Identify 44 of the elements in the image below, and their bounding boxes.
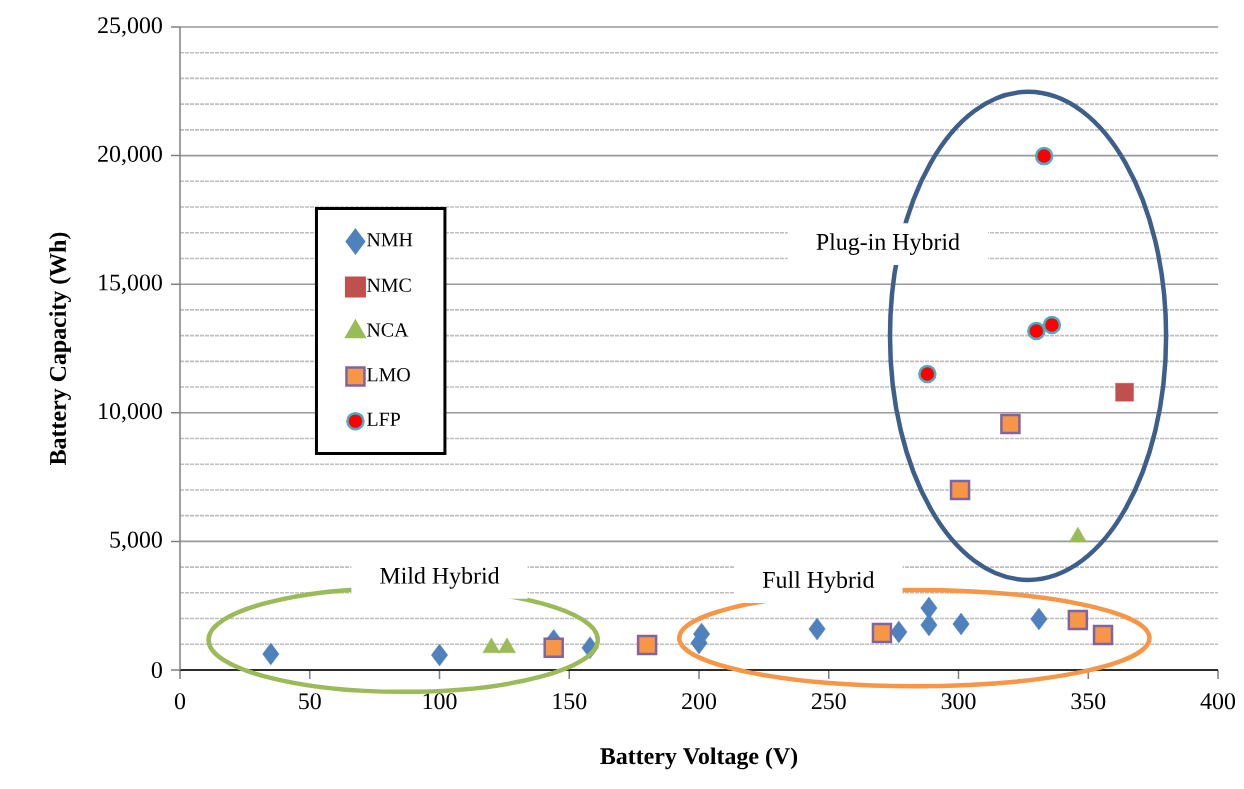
point — [431, 643, 448, 667]
point — [920, 613, 938, 637]
point — [543, 637, 564, 659]
x-tick-label: 250 — [811, 693, 846, 710]
point — [1067, 609, 1089, 631]
y-tick-label: 20,000 — [98, 145, 162, 166]
x-axis-title: Battery Voltage (V) — [600, 747, 798, 770]
point — [1034, 146, 1054, 166]
x-tick-label: 300 — [941, 693, 976, 710]
x-tick-label: 0 — [174, 693, 186, 710]
legend-label: NCA — [367, 323, 409, 337]
x-tick-label: 150 — [553, 693, 587, 710]
legend-label: LFP — [367, 412, 400, 426]
legend-label: LMO — [367, 368, 410, 382]
point — [918, 364, 937, 384]
legend-label: NMH — [367, 233, 413, 247]
point — [1115, 383, 1134, 402]
y-tick-label: 15,000 — [99, 274, 162, 294]
point — [890, 620, 908, 644]
point — [1092, 624, 1114, 646]
x-tick-label: 100 — [423, 693, 457, 710]
point — [808, 617, 826, 641]
y-tick-label: 25,000 — [98, 17, 162, 37]
y-tick-label: 0 — [151, 661, 162, 679]
point — [949, 479, 971, 501]
point — [1030, 607, 1048, 631]
annotation: Mild Hybrid — [380, 567, 500, 589]
point — [952, 612, 970, 636]
y-axis-title: Battery Capacity (Wh) — [49, 232, 71, 465]
point — [871, 622, 893, 644]
point — [262, 642, 280, 666]
point — [1042, 315, 1062, 335]
point — [1000, 413, 1021, 435]
x-tick-label: 200 — [682, 693, 717, 710]
x-tick-label: 50 — [299, 693, 321, 710]
y-tick-label: 10,000 — [99, 402, 162, 423]
annotation: Plug-in Hybrid — [816, 233, 960, 255]
x-tick-label: 350 — [1071, 693, 1106, 710]
y-tick-label: 5,000 — [110, 531, 162, 552]
point — [1027, 321, 1046, 341]
annotation: Full Hybrid — [762, 571, 875, 593]
legend-label: NMC — [367, 278, 411, 292]
point — [636, 634, 658, 656]
x-tick-label: 400 — [1200, 693, 1236, 710]
